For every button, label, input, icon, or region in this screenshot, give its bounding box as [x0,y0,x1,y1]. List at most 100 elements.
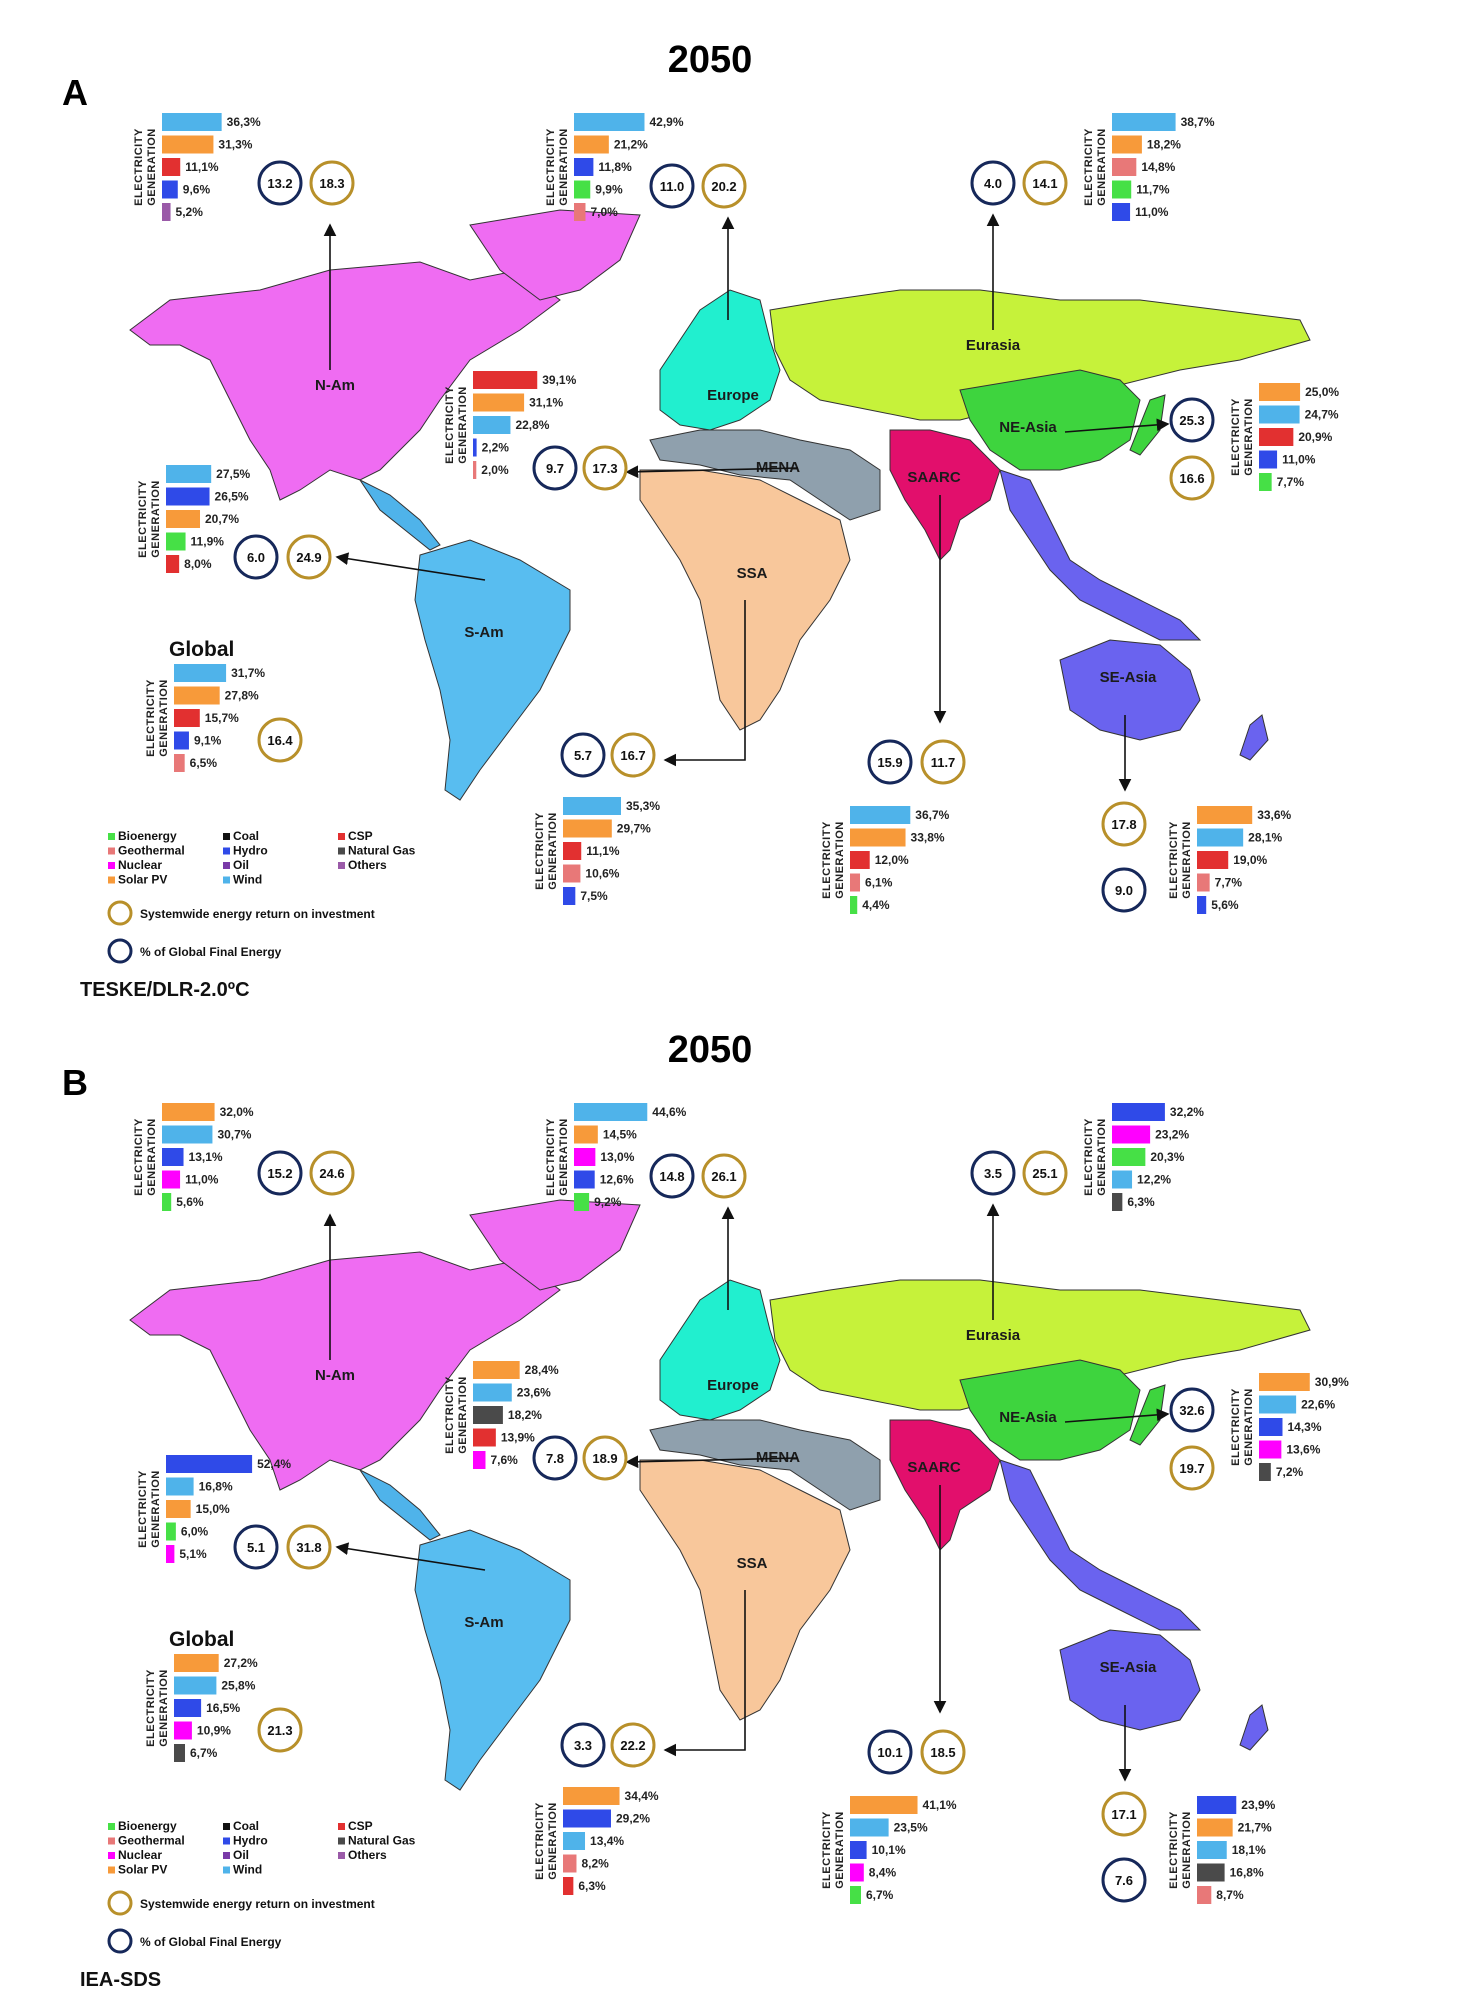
final-energy-share-circle [1101,867,1147,913]
electricity-label: ELECTRICITY [1083,1118,1095,1196]
bar-value-label: 5,1% [179,1547,207,1561]
electricity-label: ELECTRICITY [1230,1388,1242,1466]
eroi-circle [610,1722,656,1768]
region-label: N-Am [315,377,355,394]
bar-geothermal [174,754,185,772]
region-mena: MENA ELECTRICITY GENERATION 28,4% 23,6% 18,2%… [444,1361,800,1481]
world-map [129,209,1311,801]
central-america-shape [358,478,441,551]
legend-swatch-oil [223,1852,230,1859]
bar-hydro [1112,1103,1165,1121]
bar-solar-pv [1112,135,1142,154]
saarc-shape [889,429,1001,561]
final-energy-share-circle [867,1729,913,1775]
pointer-arrow [663,600,746,767]
final-energy-share-value: 9.7 [546,461,564,476]
bar-csp [850,851,870,869]
bar-value-label: 23,2% [1155,1128,1189,1142]
bar-value-label: 27,8% [225,689,259,703]
bar-hydro [473,438,477,457]
electricity-label: ELECTRICITY [545,1118,557,1196]
bar-value-label: 11,1% [586,844,620,858]
generation-chart: ELECTRICITY GENERATION 42,9%21,2% 11,8% 9,9%… [545,113,684,221]
bar-wind [574,1103,648,1121]
bar-solar-pv [162,1103,215,1121]
bar-value-label: 44,6% [652,1105,686,1119]
eroi-circle [582,1435,628,1481]
final-energy-share-value: 11.0 [660,179,685,194]
bar-geothermal [563,864,581,883]
final-energy-share-circle [560,732,606,778]
final-energy-share-circle [233,534,279,580]
bar-solar-pv [473,393,525,412]
bar-value-label: 10,9% [197,1724,231,1738]
eroi-value: 17.1 [1111,1807,1136,1822]
bar-value-label: 10,1% [872,1843,906,1857]
legend-swatch-geothermal [108,1837,115,1845]
electricity-label: ELECTRICITY [821,1811,833,1889]
generation-label: GENERATION [457,386,469,464]
legend-item-label: Solar PV [118,873,167,887]
eroi-circle [286,1524,332,1570]
region-label: SE-Asia [1100,669,1157,686]
bar-nuclear [850,1863,864,1882]
bar-value-label: 11,0% [1135,205,1169,219]
eroi-value: 24.9 [296,550,321,565]
region-saarc: SAARC ELECTRICITY GENERATION 41,1% 23,5% 10,1… [821,1459,966,1904]
eroi-value: 16.7 [620,748,645,763]
generation-label: GENERATION [146,128,158,206]
panel-letter: B [62,1062,88,1103]
bar-wind [574,113,645,131]
se-asia-shape [999,1459,1202,1631]
generation-chart: ELECTRICITY GENERATION 30,9% 22,6% 14,3% 13,6… [1230,1373,1349,1481]
bar-hydro [166,1455,253,1473]
legend-item-label: Bioenergy [118,1819,177,1833]
bar-value-label: 13,1% [189,1150,223,1164]
bar-value-label: 11,9% [191,535,225,549]
eroi-value: 18.5 [930,1745,955,1760]
bar-csp [162,158,181,176]
bar-value-label: 7,7% [1277,475,1305,489]
electricity-label: ELECTRICITY [1168,821,1180,899]
bar-value-label: 11,0% [1282,453,1316,467]
eroi-value: 19.7 [1179,1461,1204,1476]
legend-swatch-natural-gas [338,1837,345,1845]
bar-value-label: 36,7% [915,808,949,822]
eroi-value: 31.8 [296,1540,321,1555]
bar-hydro [574,158,594,176]
legend-item-label: Hydro [233,1834,268,1848]
final-energy-share-value: 25.3 [1179,413,1204,428]
bar-csp [473,371,538,389]
final-energy-share-circle [233,1524,279,1570]
eroi-legend-label: Systemwide energy return on investment [140,1897,375,1911]
legend-swatch-coal [223,833,230,840]
final-energy-share-circle [1169,397,1215,443]
scenario-label: TESKE/DLR-2.0ºC [80,979,250,1001]
bar-csp [1259,428,1294,446]
eroi-circle [1022,160,1068,206]
final-energy-share-circle [532,445,578,491]
bar-value-label: 11,0% [185,1173,219,1187]
eroi-value: 22.2 [620,1738,645,1753]
region-ne-asia: NE-Asia ELECTRICITY GENERATION 30,9% 22,6% 14… [999,1373,1349,1491]
region-global: Global ELECTRICITY GENERATION 31,7% 27,8% 15,… [145,638,303,772]
final-energy-share-value: 7.6 [1115,1873,1133,1888]
legend-item-label: Coal [233,1819,259,1833]
region-label: S-Am [464,1614,503,1631]
final-energy-share-circle [1169,1387,1215,1433]
bar-value-label: 14,8% [1141,160,1175,174]
region-s-am: S-Am ELECTRICITY GENERATION 27,5% 26,5% 20,7%… [137,465,504,641]
bar-value-label: 30,7% [217,1128,251,1142]
bar-geothermal [1197,1886,1212,1904]
region-label: Eurasia [966,337,1021,354]
bar-value-label: 7,2% [1276,1465,1304,1479]
bar-value-label: 12,6% [600,1173,634,1187]
eroi-circle [1169,455,1215,501]
legend-swatch-natural-gas [338,847,345,855]
region-mena: MENA ELECTRICITY GENERATION 39,1% 31,1% 22,8%… [444,371,800,491]
pointer-arrow [335,552,486,581]
generation-chart: ELECTRICITY GENERATION 44,6% 14,5% 13,0% 12,6… [545,1103,687,1211]
legend-swatch-hydro [223,1837,230,1845]
